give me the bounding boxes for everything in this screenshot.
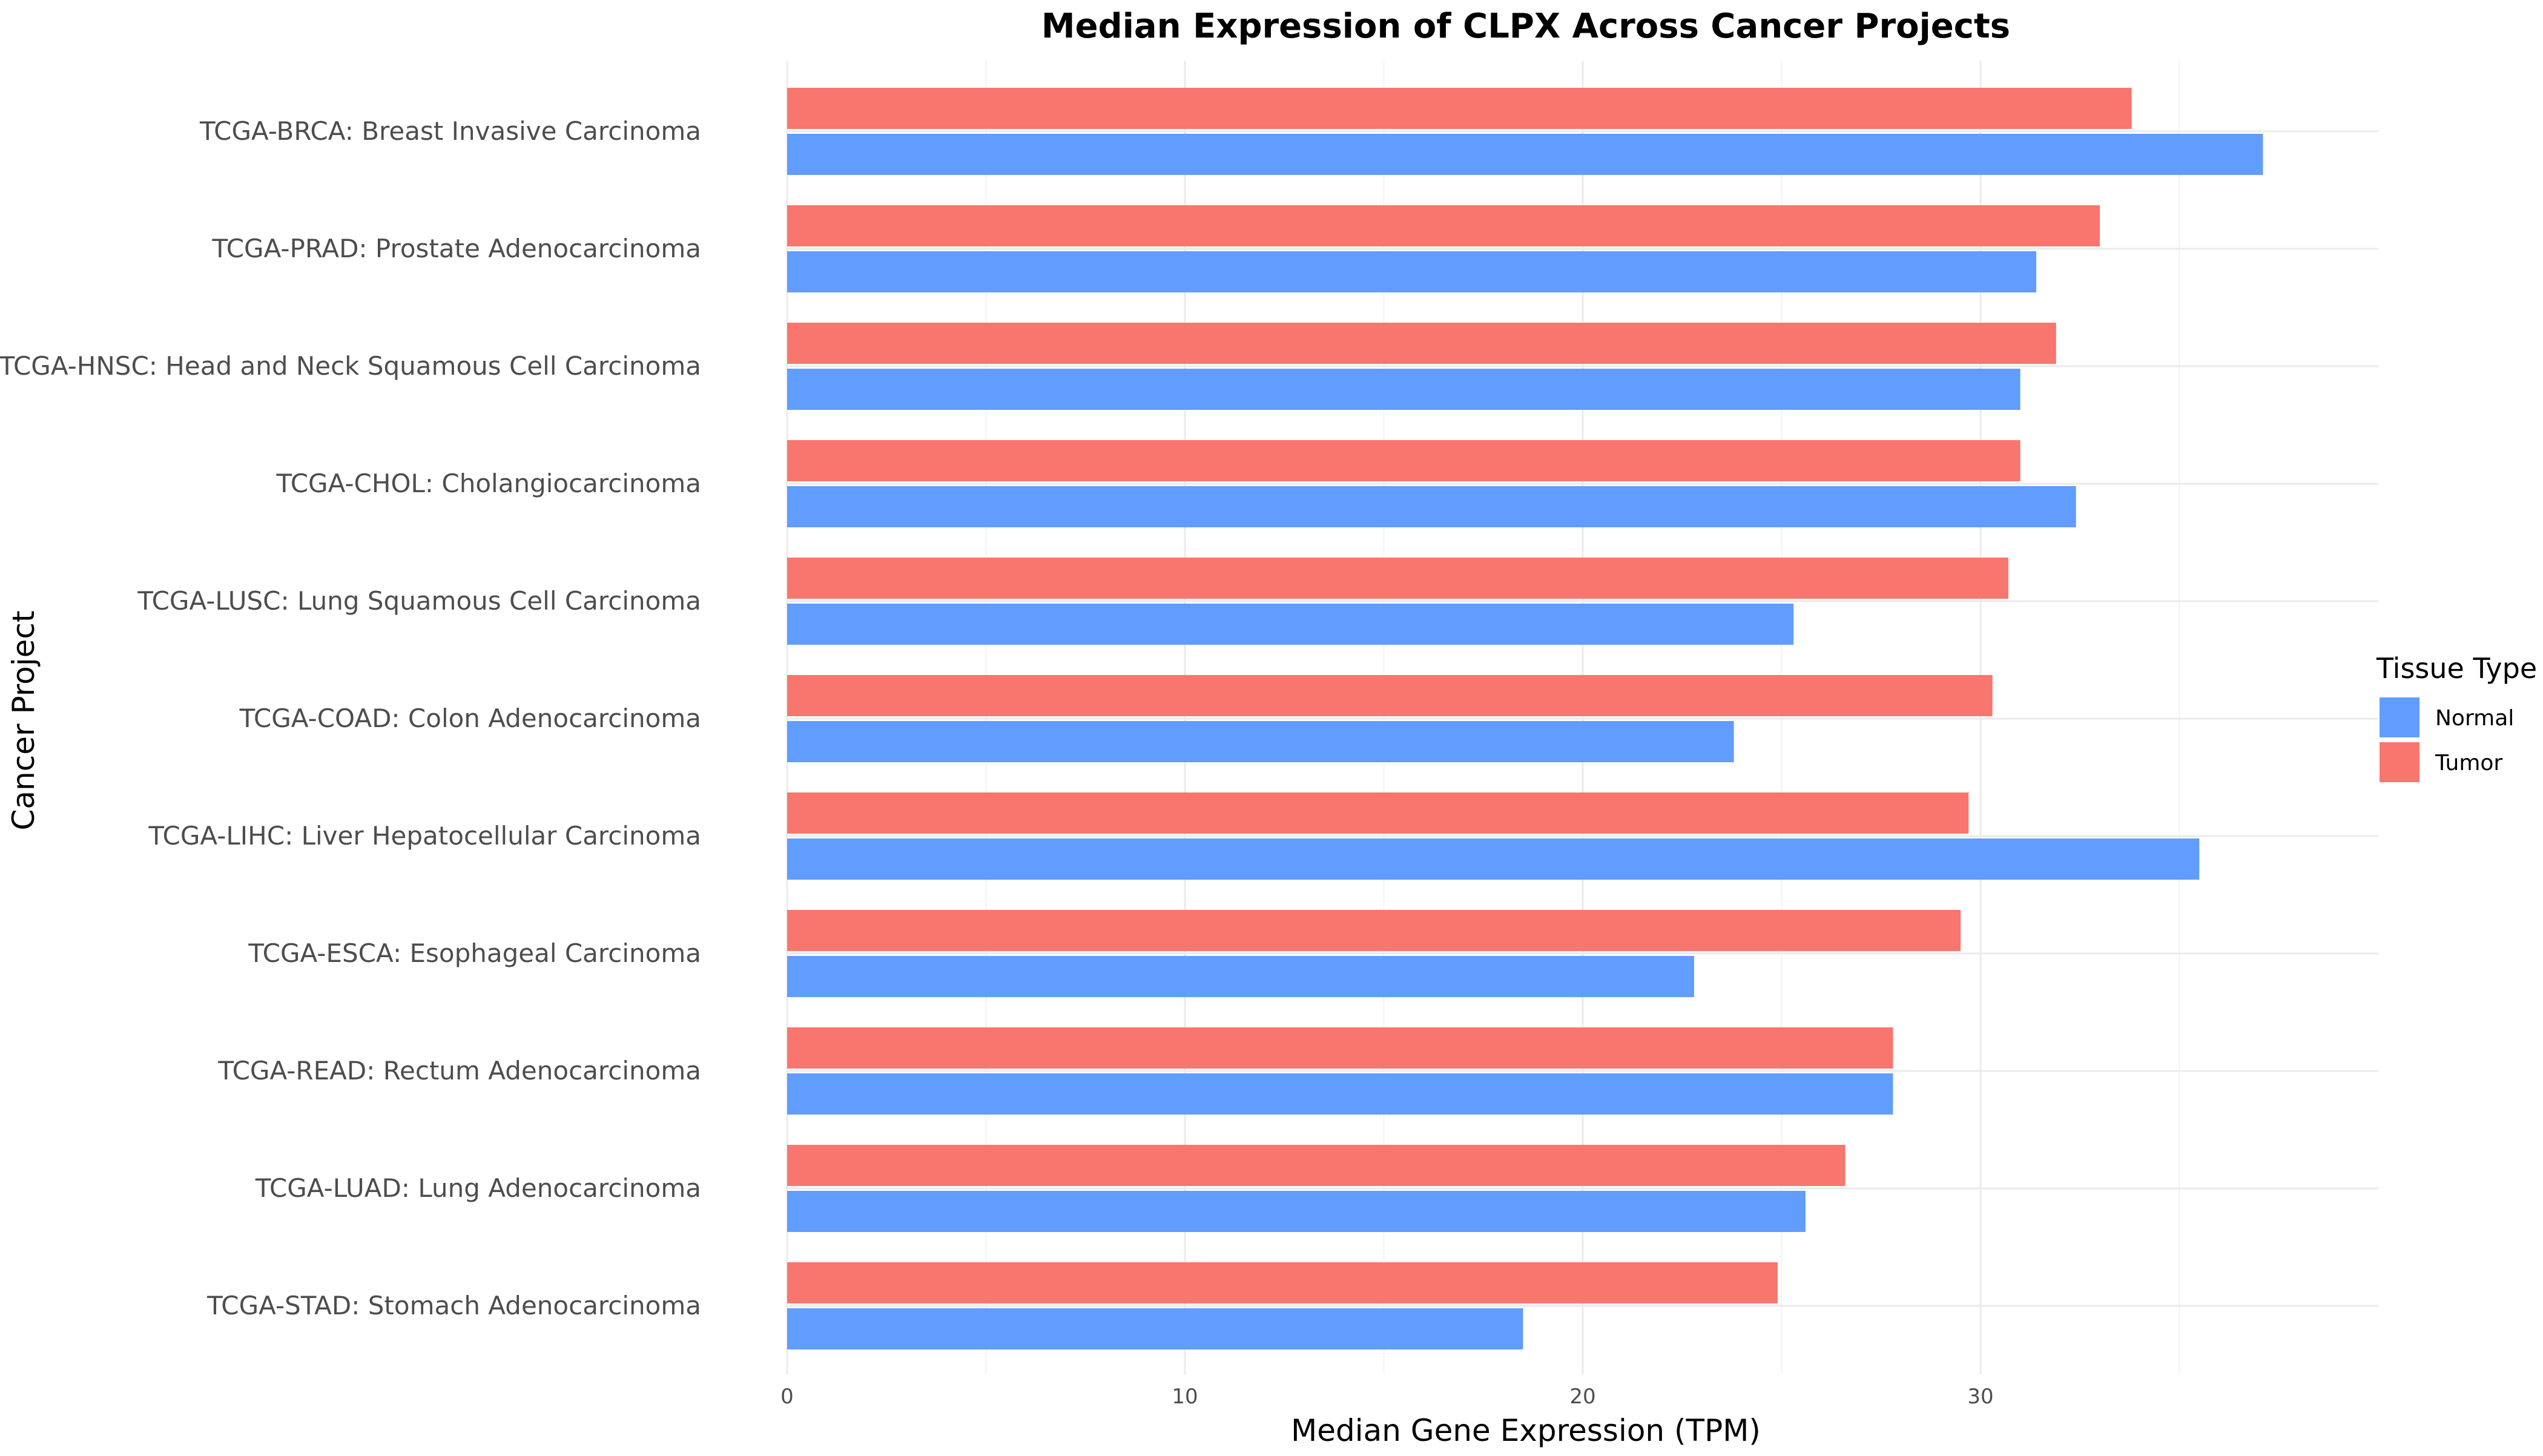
category-label: TCGA-LIHC: Liver Hepatocellular Carcinom… bbox=[148, 821, 701, 851]
legend-label-tumor: Tumor bbox=[2435, 751, 2502, 776]
category-label: TCGA-READ: Rectum Adenocarcinoma bbox=[217, 1056, 701, 1085]
bar-normal bbox=[787, 1073, 1893, 1115]
bar-normal bbox=[787, 604, 1794, 645]
bar-tumor bbox=[787, 88, 2132, 129]
bar-normal bbox=[787, 369, 2020, 410]
bar-normal bbox=[787, 134, 2263, 175]
category-label: TCGA-HNSC: Head and Neck Squamous Cell C… bbox=[0, 351, 701, 381]
x-tick-label: 0 bbox=[780, 1385, 794, 1409]
bar-tumor bbox=[787, 1262, 1778, 1303]
category-label: TCGA-COAD: Colon Adenocarcinoma bbox=[239, 703, 701, 733]
bar-tumor bbox=[787, 440, 2020, 481]
bar-tumor bbox=[787, 910, 1961, 951]
bar-tumor bbox=[787, 675, 1993, 716]
bar-tumor bbox=[787, 792, 1969, 834]
bar-tumor bbox=[787, 1027, 1893, 1069]
category-label: TCGA-CHOL: Cholangiocarcinoma bbox=[276, 469, 702, 498]
legend-key-tumor bbox=[2380, 742, 2419, 782]
x-tick-label: 20 bbox=[1569, 1385, 1595, 1409]
bar-normal bbox=[787, 1308, 1523, 1349]
bar-tumor bbox=[787, 323, 2056, 364]
x-tick-label: 10 bbox=[1172, 1385, 1198, 1409]
bar-normal bbox=[787, 1191, 1806, 1232]
legend-key-normal bbox=[2380, 697, 2419, 737]
legend: Tissue Type Normal Tumor bbox=[2376, 652, 2537, 782]
category-label: TCGA-BRCA: Breast Invasive Carcinoma bbox=[199, 116, 701, 146]
x-axis-title: Median Gene Expression (TPM) bbox=[1291, 1413, 1761, 1448]
legend-title: Tissue Type bbox=[2376, 652, 2537, 685]
bar-normal bbox=[787, 251, 2036, 292]
category-label: TCGA-ESCA: Esophageal Carcinoma bbox=[248, 938, 701, 968]
category-label: TCGA-LUAD: Lung Adenocarcinoma bbox=[255, 1173, 701, 1203]
y-axis-title: Cancer Project bbox=[6, 610, 41, 830]
legend-label-normal: Normal bbox=[2435, 706, 2514, 731]
category-label: TCGA-STAD: Stomach Adenocarcinoma bbox=[206, 1291, 701, 1320]
bar-normal bbox=[787, 486, 2076, 527]
bar-tumor bbox=[787, 558, 2008, 599]
category-label: TCGA-PRAD: Prostate Adenocarcinoma bbox=[212, 234, 702, 263]
bar-normal bbox=[787, 721, 1734, 762]
category-label: TCGA-LUSC: Lung Squamous Cell Carcinoma bbox=[137, 586, 701, 616]
bar-tumor bbox=[787, 1145, 1845, 1186]
x-tick-label: 30 bbox=[1967, 1385, 1993, 1409]
bars-layer bbox=[787, 88, 2263, 1349]
bar-tumor bbox=[787, 205, 2100, 246]
chart-title: Median Expression of CLPX Across Cancer … bbox=[1041, 7, 2010, 46]
bar-normal bbox=[787, 838, 2200, 880]
labels-layer: 0 10 20 30 TCGA-BRCA: Breast Invasive Carcin… bbox=[0, 116, 1994, 1409]
bar-normal bbox=[787, 956, 1694, 997]
